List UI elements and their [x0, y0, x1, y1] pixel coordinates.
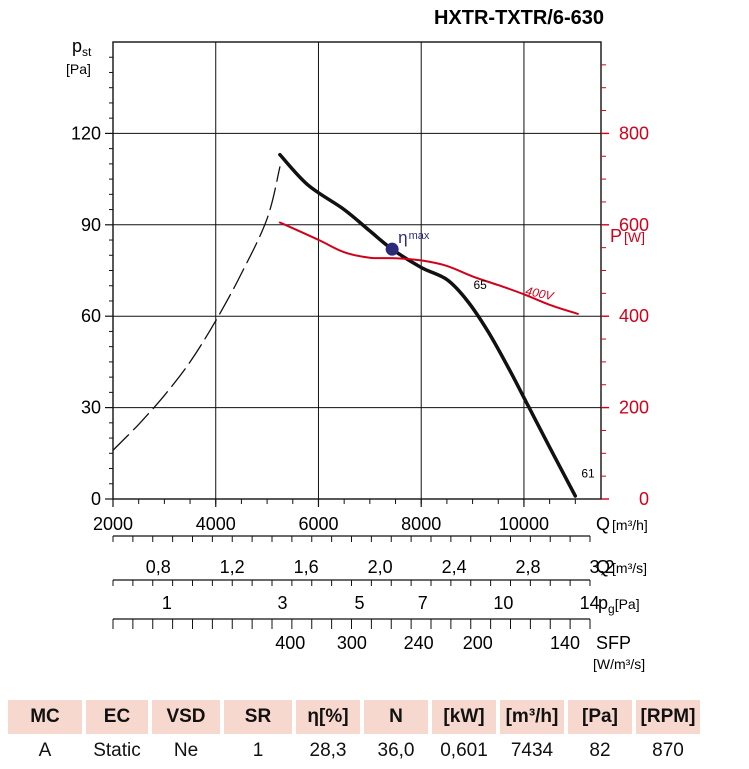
- scale-sfp-label: SFP: [596, 633, 631, 653]
- specs-header-row: MC EC VSD SR η[%] N [kW] [m³/h] [Pa] [RP…: [8, 700, 700, 734]
- plot-area-frame: [112, 41, 602, 500]
- y-left-axis-label: pst: [72, 36, 92, 59]
- secondary-scales: Q [m³/s] pg[Pa] SFP [W/m³/s] 0,8 1,2 1,6 2,0…: [112, 535, 647, 672]
- y-left-tick-label: 120: [71, 123, 101, 143]
- scale-tick-label: 5: [355, 593, 365, 613]
- scale-tick-label: 140: [550, 633, 580, 653]
- eta-max-point: [385, 242, 399, 256]
- x-axis-label: Q [m³/h]: [596, 514, 648, 534]
- y-left-tick-label: 30: [81, 398, 101, 418]
- power-400v-curve: [278, 221, 579, 315]
- system-curve-curve: [112, 166, 281, 451]
- scale-tick-label: 3,2: [590, 557, 615, 577]
- specs-header-cell: [m³/h]: [500, 700, 564, 734]
- x-tick-label: 6000: [298, 514, 338, 534]
- specs-value-cell: 0,601: [440, 740, 488, 761]
- y-right-tick-label: 800: [619, 123, 649, 143]
- specs-value-row: A Static Ne 1 28,3 36,0 0,601 7434 82 87…: [8, 734, 700, 768]
- scale-q-m3s-label: Q [m³/s]: [596, 557, 647, 577]
- scale-tick-label: 1,2: [220, 557, 245, 577]
- scale-sfp-unit: [W/m³/s]: [593, 656, 645, 672]
- x-tick-label: 4000: [196, 514, 236, 534]
- specs-value-cell: A: [38, 740, 52, 761]
- curve-annotation: 65: [473, 278, 487, 292]
- eta-max-label: ηmax: [398, 228, 430, 247]
- scale-tick-label: 300: [337, 633, 367, 653]
- specs-header-cell: MC: [8, 700, 82, 734]
- left-axis: pst [Pa] 0 30 60 90 120: [66, 36, 113, 509]
- chart-title: HXTR-TXTR/6-630: [434, 7, 604, 29]
- y-left-tick-label: 60: [81, 306, 101, 326]
- y-left-tick-label: 0: [91, 489, 101, 509]
- scale-pg-label: pg[Pa]: [598, 593, 640, 616]
- specs-header-cell: N: [364, 700, 428, 734]
- y-left-axis-unit: [Pa]: [66, 61, 91, 77]
- specs-header-cell: VSD: [152, 700, 220, 734]
- scale-tick-label: 0,8: [146, 557, 171, 577]
- specs-table: MC EC VSD SR η[%] N [kW] [m³/h] [Pa] [RP…: [4, 700, 704, 768]
- scale-tick-label: 14: [580, 593, 600, 613]
- x-tick-label: 10000: [499, 514, 549, 534]
- annotations: ηmax 65 61 400V: [385, 228, 595, 481]
- right-axis: P [W] 0 200 400 600 800: [601, 64, 649, 509]
- x-tick-label: 2000: [93, 514, 133, 534]
- x-axis: Q [m³/h] 2000 4000 6000 8000 10000: [93, 499, 648, 534]
- specs-header-cell: [kW]: [432, 700, 496, 734]
- plot-grid: [112, 41, 602, 500]
- scale-tick-label: 1,6: [294, 557, 319, 577]
- curve-annotation: 400V: [524, 284, 555, 304]
- specs-value-cell: 28,3: [309, 740, 347, 761]
- scale-tick-label: 2,4: [442, 557, 467, 577]
- specs-header-cell: η[%]: [296, 700, 360, 734]
- specs-value-cell: 1: [252, 740, 264, 761]
- specs-value-cell: 870: [652, 740, 684, 761]
- curves: [112, 152, 579, 498]
- y-left-tick-label: 90: [81, 215, 101, 235]
- specs-header-cell: [RPM]: [636, 700, 700, 734]
- specs-header-cell: [Pa]: [568, 700, 632, 734]
- x-tick-label: 8000: [401, 514, 441, 534]
- specs-header-cell: EC: [86, 700, 148, 734]
- scale-tick-label: 2,0: [368, 557, 393, 577]
- scale-tick-label: 240: [404, 633, 434, 653]
- scale-tick-label: 10: [493, 593, 513, 613]
- y-right-tick-label: 200: [619, 398, 649, 418]
- specs-header-cell: SR: [224, 700, 292, 734]
- scale-tick-label: 2,8: [516, 557, 541, 577]
- scale-tick-label: 400: [275, 633, 305, 653]
- specs-value-cell: 82: [589, 740, 611, 761]
- static-pressure-curve: [278, 152, 578, 498]
- y-right-tick-label: 600: [619, 215, 649, 235]
- y-right-axis-label: P [W]: [610, 226, 645, 246]
- scale-tick-label: 200: [463, 633, 493, 653]
- specs-value-cell: 7434: [510, 740, 554, 761]
- y-right-tick-label: 0: [639, 489, 649, 509]
- scale-tick-label: 3: [278, 593, 288, 613]
- curve-annotation: 61: [581, 467, 595, 481]
- scale-tick-label: 7: [418, 593, 428, 613]
- scale-tick-label: 1: [162, 593, 172, 613]
- specs-value-cell: Ne: [173, 740, 199, 761]
- specs-value-cell: 36,0: [377, 740, 415, 761]
- specs-value-cell: Static: [93, 740, 141, 761]
- y-right-tick-label: 400: [619, 306, 649, 326]
